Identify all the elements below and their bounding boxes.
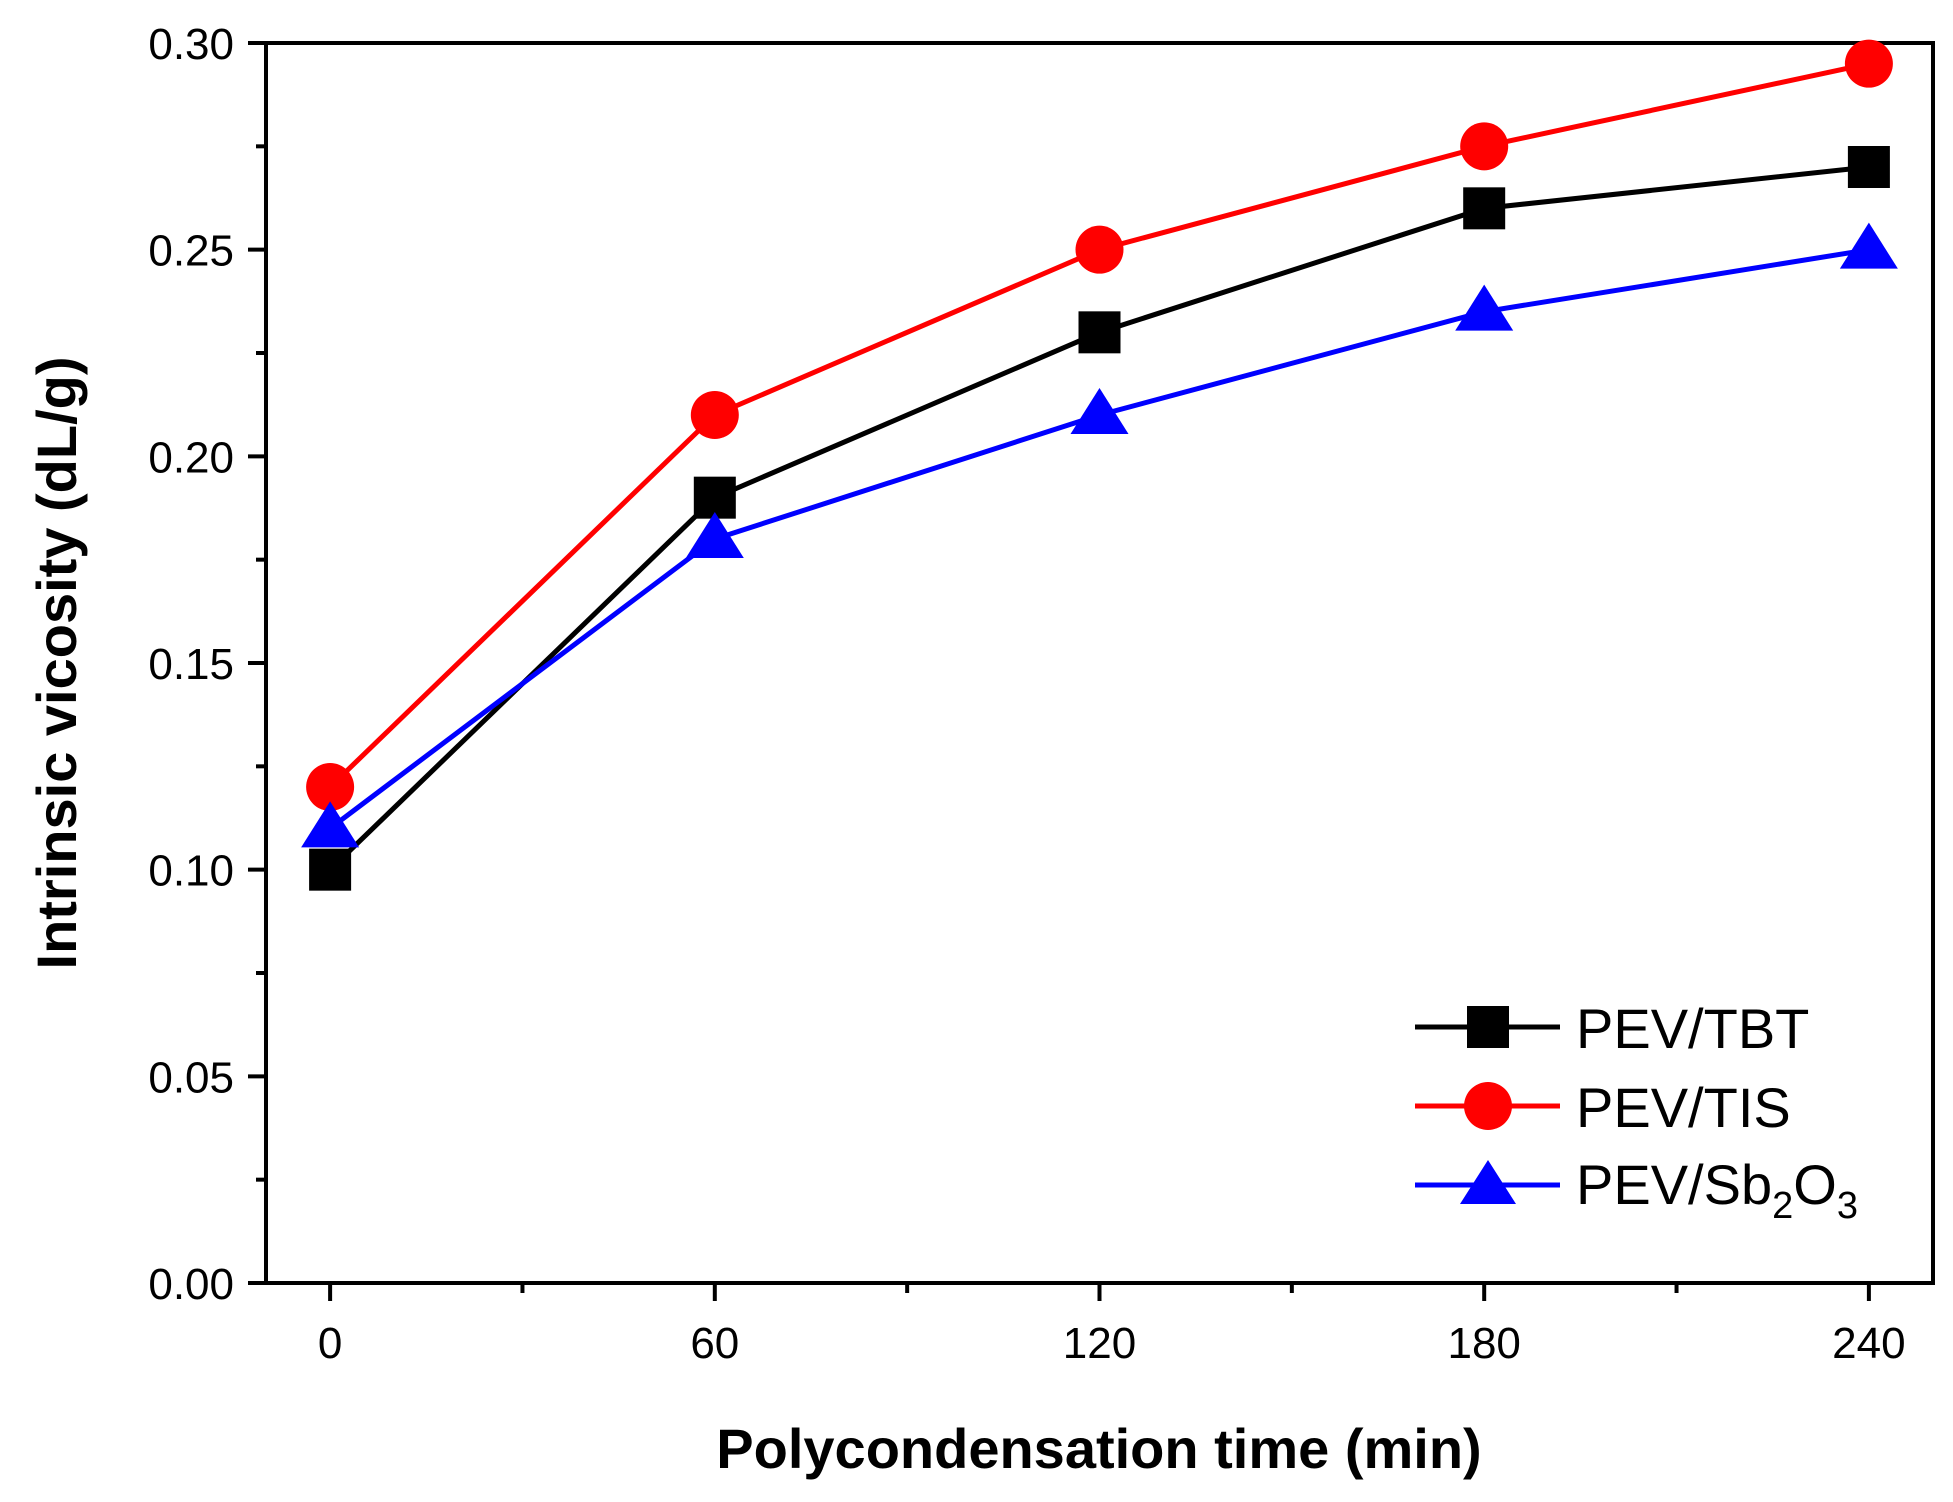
data-point-pev-sb2o3 [1455, 284, 1514, 331]
y-tick-label: 0.15 [148, 640, 234, 689]
data-point-pev-tis [1460, 122, 1509, 171]
y-tick-label: 0.30 [148, 20, 234, 69]
data-point-pev-sb2o3 [1839, 222, 1898, 269]
data-point-pev-tbt [1078, 311, 1121, 354]
y-axis-ticks: 0.00 0.05 0.10 0.15 0.20 0.25 0.30 [148, 20, 266, 1309]
y-tick-label: 0.05 [148, 1053, 234, 1102]
legend-item-pev-tbt: PEV/TBT [1415, 997, 1809, 1060]
data-point-pev-sb2o3 [685, 512, 744, 558]
data-point-pev-tis [1844, 39, 1893, 88]
y-tick-label: 0.10 [148, 847, 234, 896]
data-point-pev-sb2o3 [1070, 388, 1129, 434]
legend-marker-triangle [1460, 1160, 1516, 1204]
legend-text-o: O [1793, 1153, 1837, 1216]
data-point-pev-tbt [1463, 187, 1506, 230]
legend-marker-circle [1464, 1082, 1512, 1130]
y-tick-label: 0.20 [148, 433, 234, 482]
data-point-pev-tis [690, 391, 739, 439]
legend-label-pev-sb2o3: PEV/Sb2O3 [1576, 1153, 1858, 1227]
x-tick-label: 60 [690, 1319, 739, 1368]
x-tick-label: 0 [318, 1319, 342, 1368]
x-tick-label: 240 [1832, 1319, 1905, 1368]
y-tick-label: 0.25 [148, 227, 234, 276]
data-point-pev-tbt [309, 848, 352, 891]
data-point-pev-sb2o3 [301, 801, 360, 848]
legend-label-pev-tbt: PEV/TBT [1576, 997, 1809, 1060]
legend: PEV/TBT PEV/TIS PEV/Sb2O3 [1415, 997, 1858, 1227]
y-tick-label: 0.00 [148, 1260, 234, 1309]
data-point-pev-tbt [693, 476, 736, 519]
legend-item-pev-tis: PEV/TIS [1415, 1076, 1791, 1139]
y-axis-title: Intrinsic vicosity (dL/g) [25, 357, 88, 970]
series-layer [301, 39, 1898, 891]
x-tick-label: 120 [1063, 1319, 1136, 1368]
legend-label-pev-tis: PEV/TIS [1576, 1076, 1791, 1139]
x-tick-label: 180 [1447, 1319, 1520, 1368]
legend-marker-square [1467, 1006, 1509, 1048]
data-point-pev-tbt [1847, 146, 1890, 188]
legend-subscript-2: 2 [1772, 1185, 1793, 1227]
legend-subscript-3: 3 [1837, 1185, 1858, 1227]
data-point-pev-tis [306, 763, 355, 811]
x-axis-title: Polycondensation time (min) [716, 1417, 1481, 1480]
legend-item-pev-sb2o3: PEV/Sb2O3 [1415, 1153, 1858, 1227]
data-point-pev-tis [1075, 225, 1124, 274]
legend-text-pev-sb: PEV/Sb [1576, 1153, 1772, 1216]
x-axis-ticks: 0 60 120 180 240 [318, 1283, 1906, 1368]
